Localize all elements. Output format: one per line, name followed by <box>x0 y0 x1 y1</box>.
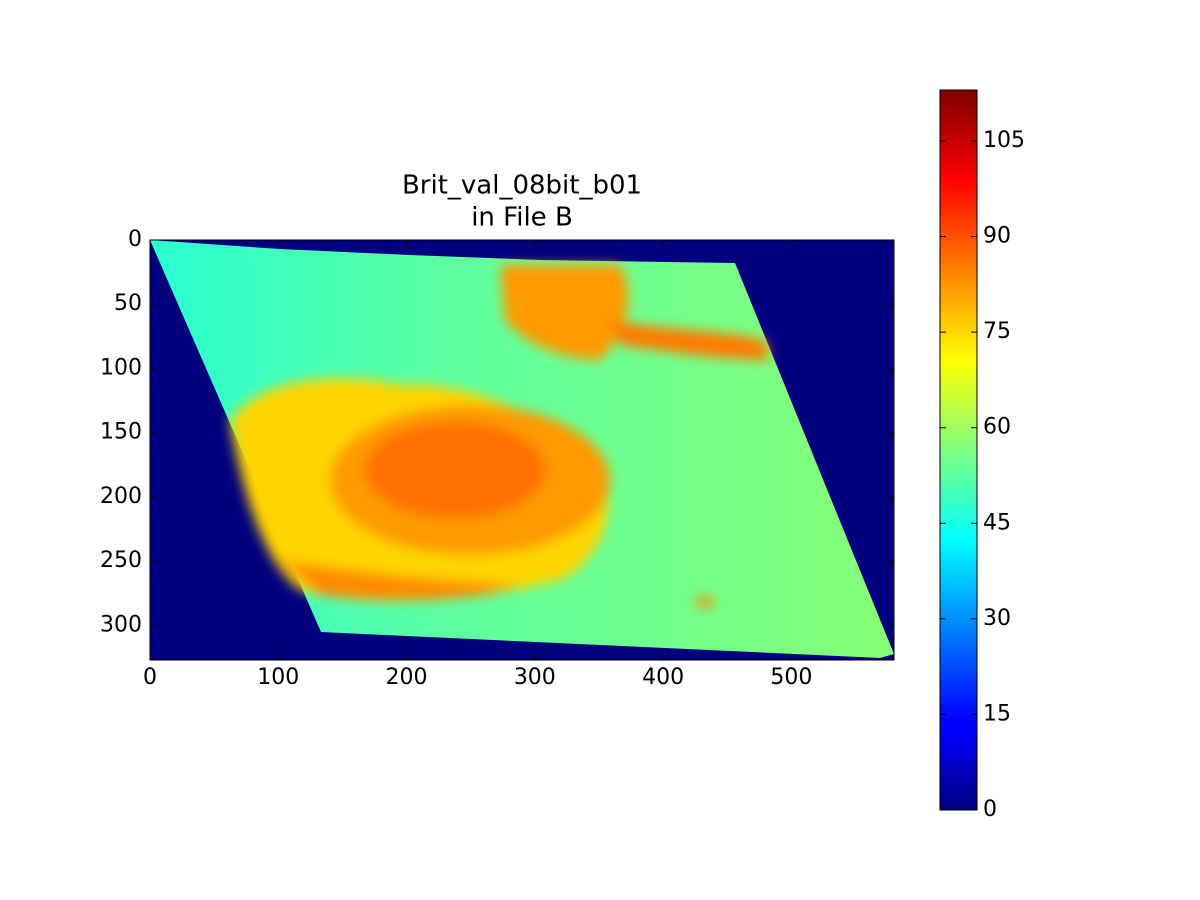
x-tick-label: 200 <box>386 665 428 690</box>
colorbar-tick-label: 90 <box>983 224 1011 249</box>
y-tick-label: 0 <box>128 227 142 252</box>
y-tick-label: 150 <box>100 420 142 445</box>
chart-title: in File B <box>471 203 573 233</box>
colorbar-tick-label: 15 <box>983 701 1011 726</box>
colorbar <box>939 89 978 811</box>
colorbar-tick-label: 30 <box>983 606 1011 631</box>
y-tick-label: 100 <box>100 355 142 380</box>
colorbar-tick-label: 0 <box>983 797 997 822</box>
x-tick-label: 100 <box>257 665 299 690</box>
colorbar-tick-label: 60 <box>983 415 1011 440</box>
y-tick-label: 50 <box>114 291 142 316</box>
x-tick-label: 400 <box>642 665 684 690</box>
x-tick-label: 0 <box>143 665 157 690</box>
y-tick-label: 250 <box>100 548 142 573</box>
storm <box>230 265 770 607</box>
y-tick-label: 300 <box>100 612 142 637</box>
axes-frame <box>149 239 895 661</box>
colorbar-tick-label: 45 <box>983 510 1011 535</box>
colorbar-tick-label: 75 <box>983 319 1011 344</box>
image-field <box>150 240 894 660</box>
chart-title: Brit_val_08bit_b01 <box>402 171 642 201</box>
x-tick-label: 300 <box>514 665 556 690</box>
colorbar-tick-label: 105 <box>983 128 1025 153</box>
x-tick-label: 500 <box>770 665 812 690</box>
y-tick-label: 200 <box>100 484 142 509</box>
